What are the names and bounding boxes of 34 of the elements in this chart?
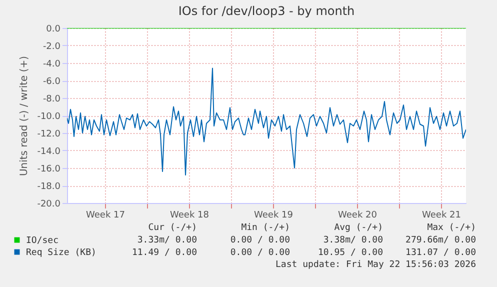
legend-label: IO/sec [26,236,59,246]
y-tick-label: -6.0 [42,77,61,87]
x-tick-label: Week 19 [254,210,294,220]
y-tick-label: -20.0 [37,200,61,210]
x-tick-label: Week 17 [86,210,125,220]
text: Min (-/+) [241,223,290,233]
y-tick-label: -4.0 [42,60,61,70]
y-tick-label: -18.0 [37,182,61,192]
line-series [67,68,466,176]
x-tick-label: Week 20 [338,210,378,220]
text: 131.07 / 0.00 [406,248,476,258]
legend-label: Req Size (KB) [26,248,96,258]
text: 10.95 / 0.00 [318,248,383,258]
chart-title: IOs for /dev/loop3 - by month [178,4,355,18]
text: Cur (-/+) [148,223,197,233]
text: 11.49 / 0.00 [132,248,197,258]
y-axis-title: Units read (-) / write (+) [19,56,30,176]
y-tick-label: -14.0 [37,147,61,157]
text: 3.33m/ 0.00 [137,236,197,246]
text: 0.00 / 0.00 [230,248,290,258]
text: 0.00 / 0.00 [230,236,290,246]
y-tick-label: -12.0 [37,130,61,140]
y-tick-label: -10.0 [37,112,61,122]
text: Last update: Fri May 22 15:56:03 2026 [276,260,476,270]
x-tick-label: Week 18 [170,210,210,220]
text: 279.66m/ 0.00 [406,236,476,246]
y-tick-label: -2.0 [42,42,61,52]
text: Max (-/+) [427,223,476,233]
x-tick-label: Week 21 [422,210,461,220]
y-tick-label: 0.0 [46,24,61,34]
y-tick-label: -8.0 [42,94,61,104]
text: 3.38m/ 0.00 [323,236,383,246]
text: Avg (-/+) [334,223,383,233]
y-tick-label: -16.0 [37,164,61,174]
